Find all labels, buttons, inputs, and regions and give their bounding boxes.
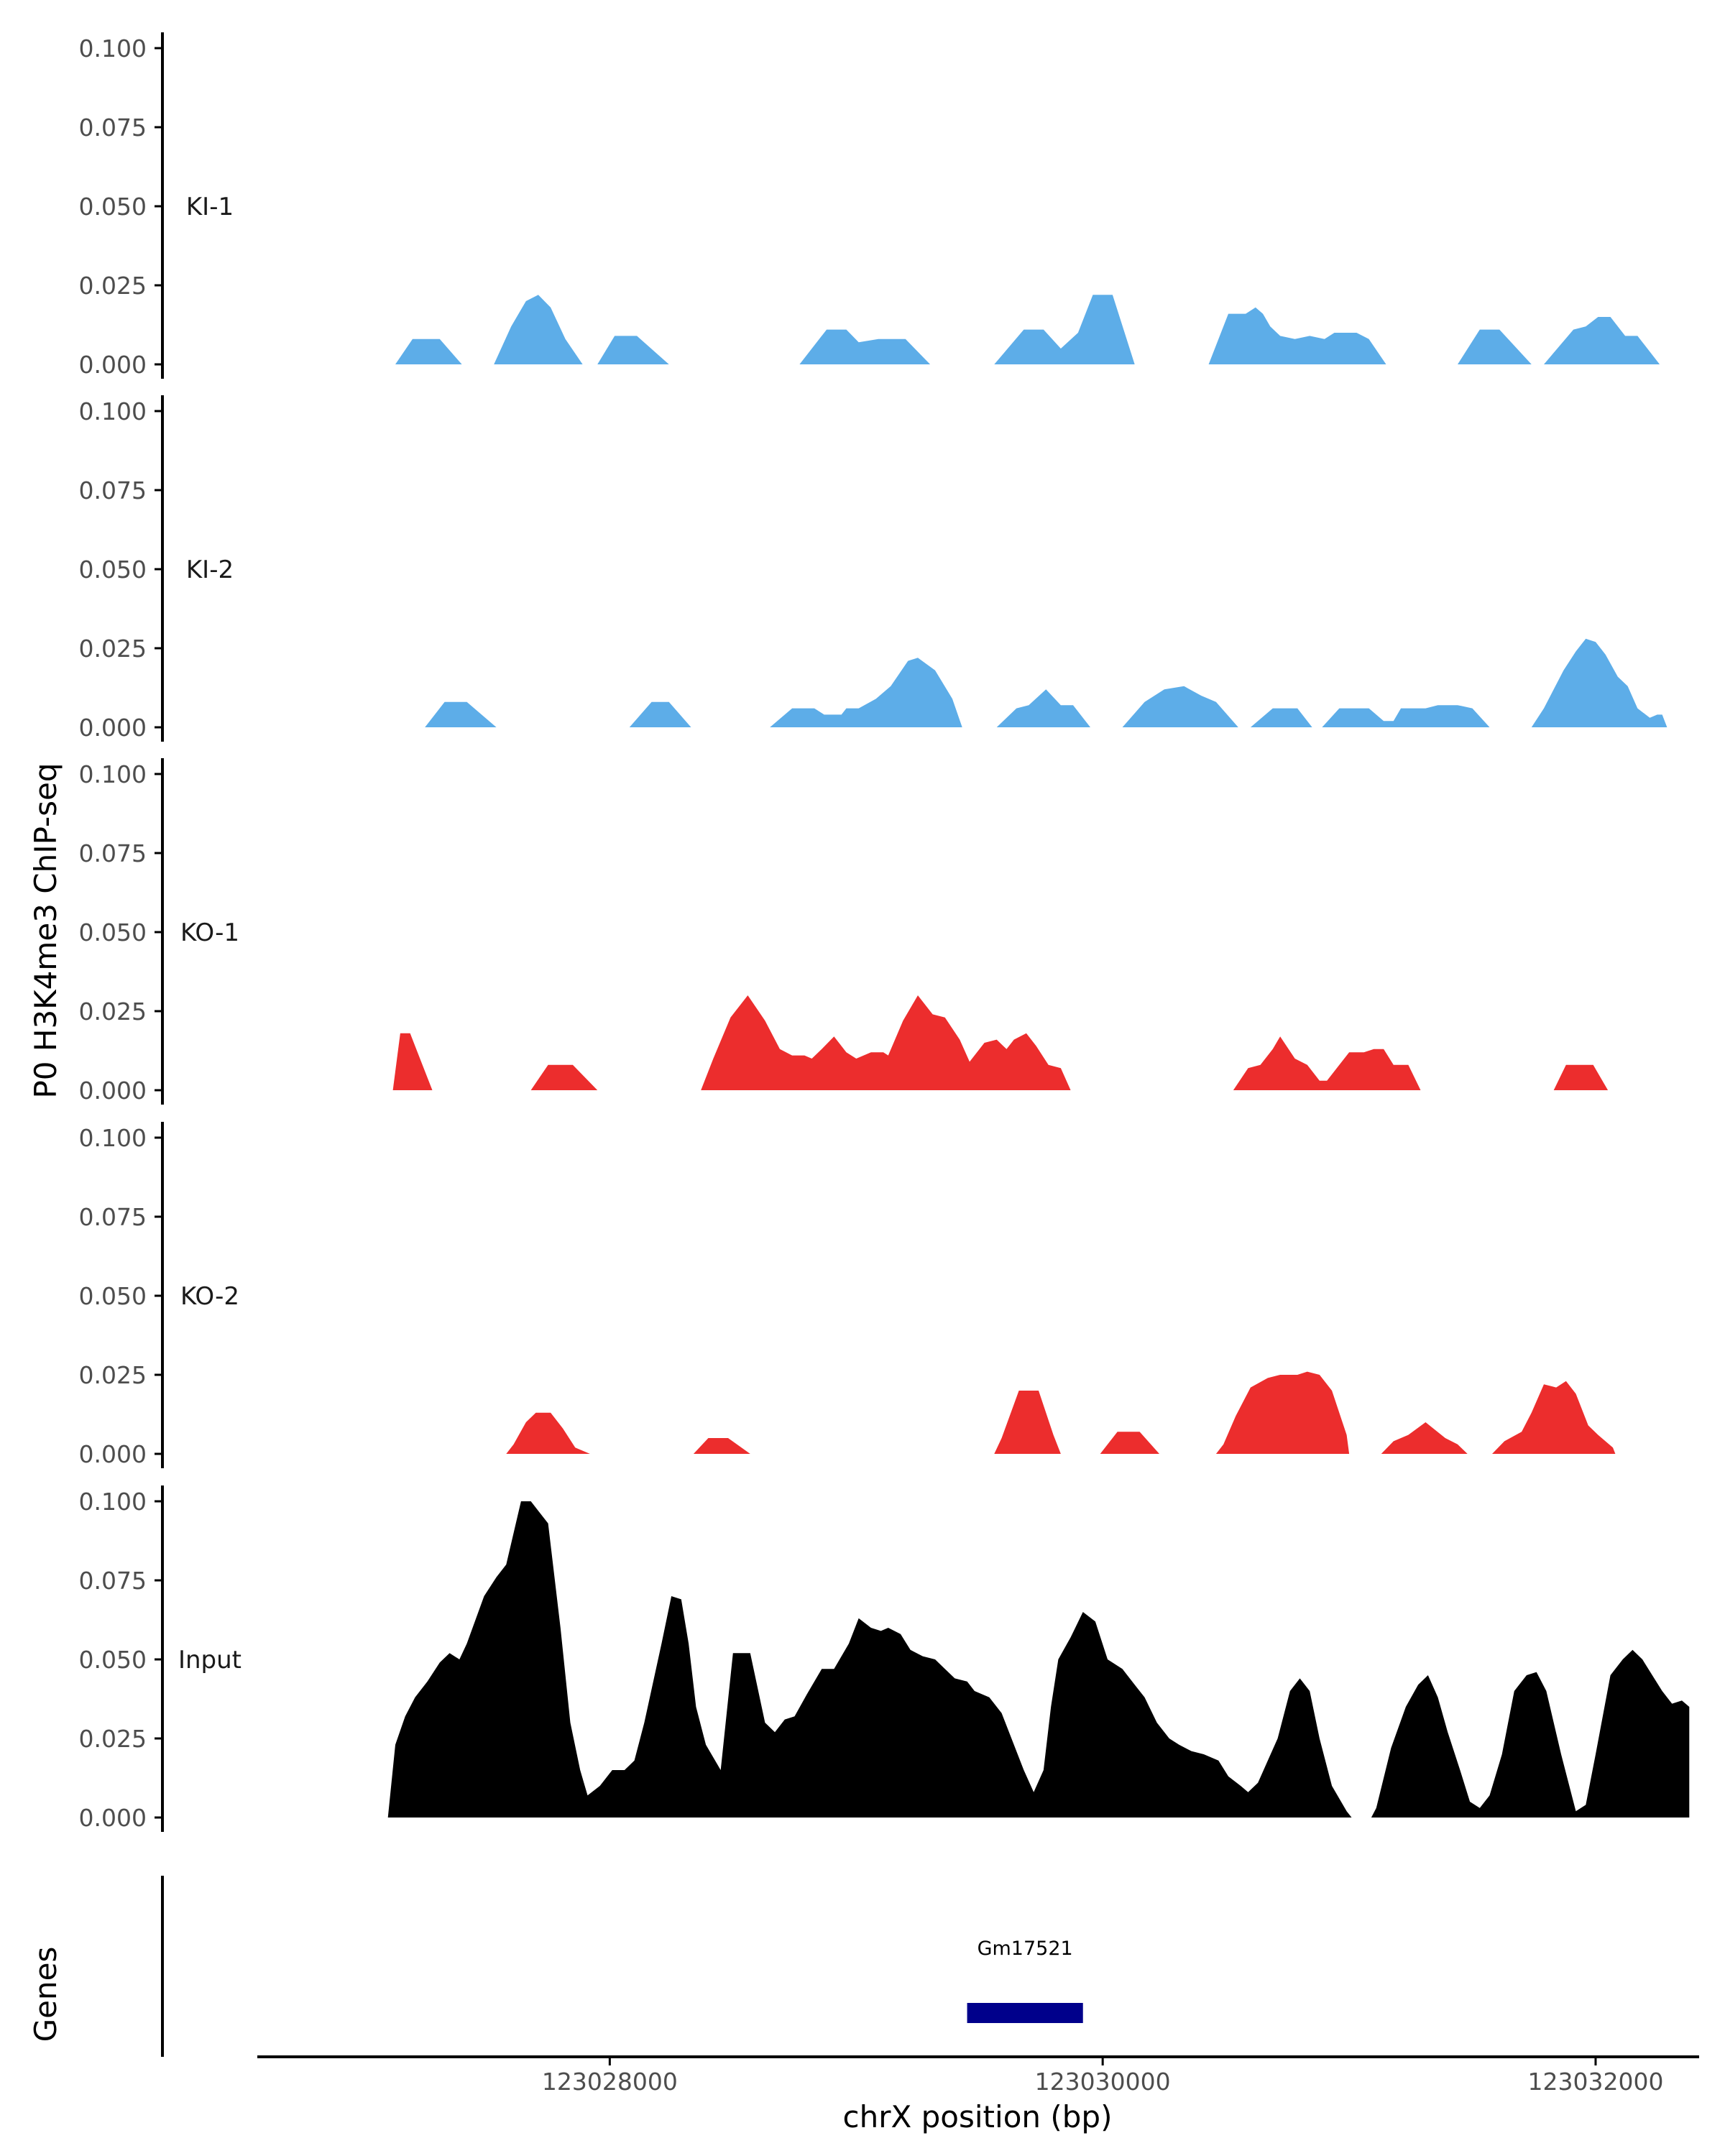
y-tick-label: 0.025 xyxy=(79,1361,147,1389)
track-ki-1: 0.000 0.025 0.050 0.075 0.100 KI-1 xyxy=(79,32,1660,379)
coverage-peak xyxy=(994,1391,1061,1454)
y-tick-label: 0.075 xyxy=(79,476,147,505)
track-ko-2: 0.000 0.025 0.050 0.075 0.100 KO-2 xyxy=(79,1122,1616,1468)
coverage-peak xyxy=(395,338,462,364)
coverage-peak xyxy=(1208,307,1386,364)
coverage-peak xyxy=(597,336,669,364)
track-ko-1: 0.000 0.025 0.050 0.075 0.100 KO-1 xyxy=(79,758,1609,1105)
y-tick-label: 0.100 xyxy=(79,397,147,425)
y-tick-label: 0.000 xyxy=(79,714,147,742)
coverage-peak xyxy=(629,701,691,727)
y-tick-label: 0.000 xyxy=(79,351,147,379)
coverage-peak xyxy=(1122,686,1238,727)
coverage-tracks: 0.0000.0250.0500.0750.100KI-10.0000.0250… xyxy=(79,32,1690,1832)
y-tick-label: 0.100 xyxy=(79,760,147,788)
coverage-peak xyxy=(506,1412,590,1454)
coverage-peak xyxy=(1531,638,1668,727)
coverage-peak xyxy=(1458,329,1532,364)
coverage-peak xyxy=(530,1064,598,1090)
y-tick-label: 0.075 xyxy=(79,114,147,142)
x-axis-title: chrX position (bp) xyxy=(843,2099,1113,2134)
coverage-peak xyxy=(1381,1422,1468,1454)
coverage-peak xyxy=(1233,1036,1421,1090)
coverage-peak xyxy=(494,295,583,364)
gene-track: Gm17521 xyxy=(161,1876,1083,2057)
y-tick-label: 0.100 xyxy=(79,1488,147,1516)
track-label: Input xyxy=(178,1646,242,1674)
coverage-peak xyxy=(996,689,1090,727)
y-tick-label: 0.025 xyxy=(79,1725,147,1753)
gene-body xyxy=(967,2003,1083,2023)
y-tick-label: 0.050 xyxy=(79,918,147,946)
coverage-peak xyxy=(1215,1371,1350,1454)
track-input: 0.000 0.025 0.050 0.075 0.100 Input xyxy=(79,1485,1690,1832)
coverage-peak xyxy=(1322,705,1490,727)
coverage-peak xyxy=(1250,708,1312,727)
coverage-peak xyxy=(1492,1381,1616,1454)
y-tick-label: 0.050 xyxy=(79,556,147,584)
track-label: KO-2 xyxy=(180,1282,239,1311)
y-tick-label: 0.025 xyxy=(79,635,147,663)
x-tick-label: 123030000 xyxy=(1035,2068,1171,2096)
coverage-peak xyxy=(799,329,931,364)
x-tick-label: 123028000 xyxy=(542,2068,678,2096)
y-tick-label: 0.025 xyxy=(79,272,147,300)
y-tick-label: 0.100 xyxy=(79,1124,147,1152)
track-label: KO-1 xyxy=(180,918,239,947)
coverage-peak xyxy=(701,995,1071,1090)
coverage-peak xyxy=(770,658,962,727)
y-tick-label: 0.000 xyxy=(79,1804,147,1832)
track-label: KI-2 xyxy=(186,556,234,584)
coverage-peak xyxy=(1100,1432,1159,1454)
y-axis-title: P0 H3K4me3 ChIP-seq xyxy=(28,763,63,1098)
y-tick-label: 0.100 xyxy=(79,34,147,63)
coverage-peak xyxy=(392,1033,433,1090)
y-tick-label: 0.050 xyxy=(79,1282,147,1310)
y-tick-label: 0.075 xyxy=(79,1203,147,1231)
y-tick-label: 0.050 xyxy=(79,193,147,221)
coverage-peak xyxy=(1544,317,1660,364)
gene-track-title: Genes xyxy=(28,1947,63,2042)
coverage-peak xyxy=(425,701,497,727)
coverage-peak xyxy=(994,295,1135,364)
y-tick-label: 0.000 xyxy=(79,1440,147,1468)
x-tick-label: 123032000 xyxy=(1527,2068,1663,2096)
coverage-peak xyxy=(387,1501,1352,1818)
y-tick-label: 0.000 xyxy=(79,1077,147,1105)
coverage-peak xyxy=(1371,1649,1690,1818)
coverage-peak xyxy=(1553,1064,1609,1090)
y-tick-label: 0.075 xyxy=(79,839,147,867)
track-ki-2: 0.000 0.025 0.050 0.075 0.100 KI-2 xyxy=(79,395,1668,742)
y-tick-label: 0.025 xyxy=(79,998,147,1026)
y-tick-label: 0.075 xyxy=(79,1567,147,1595)
y-tick-label: 0.050 xyxy=(79,1646,147,1674)
track-label: KI-1 xyxy=(186,193,234,221)
gene-label: Gm17521 xyxy=(978,1938,1073,1960)
coverage-peak xyxy=(693,1438,750,1454)
x-axis: 123028000 123030000 123032000 xyxy=(257,2055,1699,2096)
